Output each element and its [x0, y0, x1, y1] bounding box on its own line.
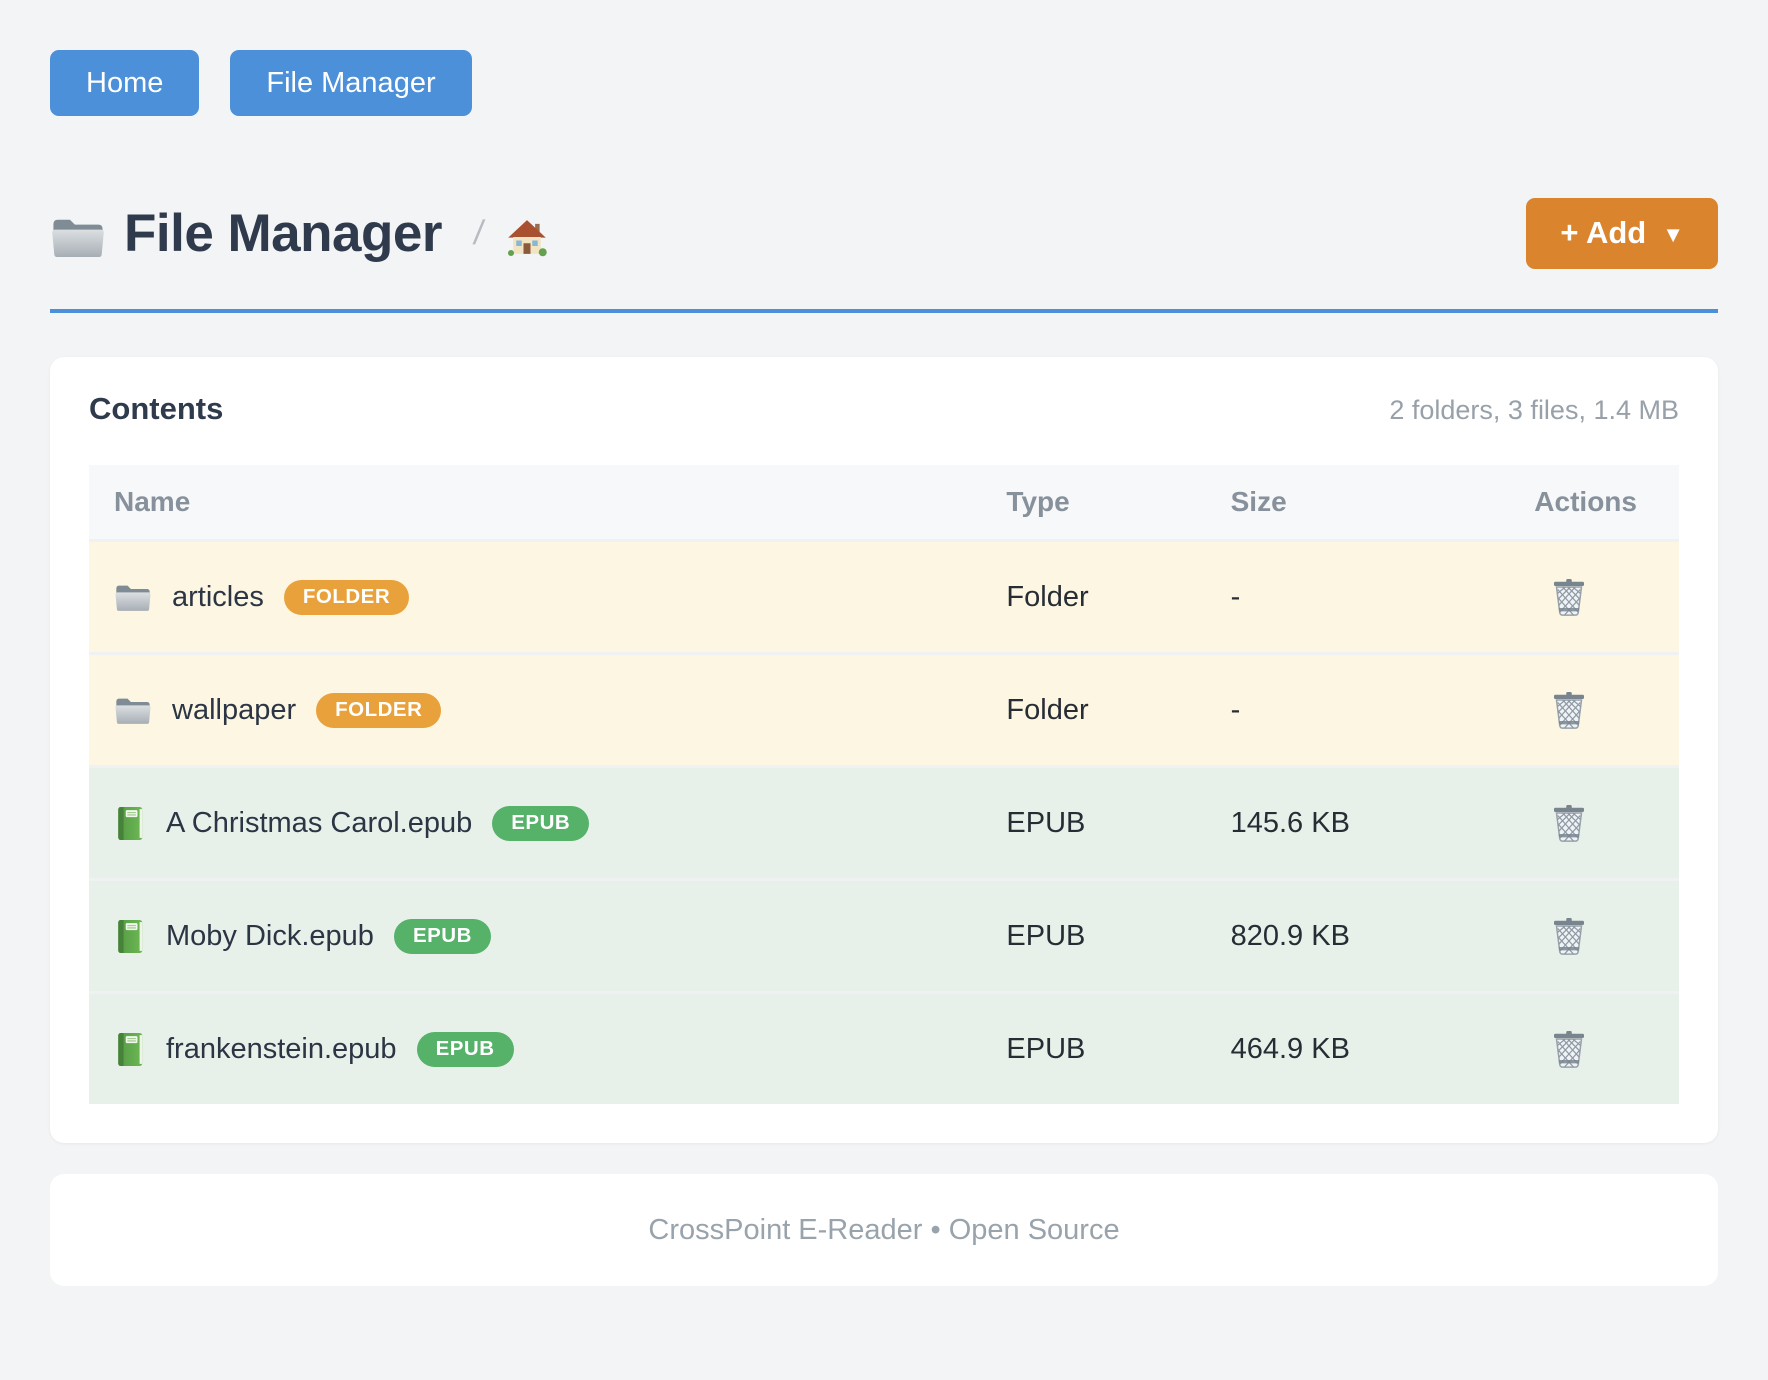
actions-cell	[1534, 573, 1679, 622]
type-badge: EPUB	[393, 918, 491, 954]
nav-file-manager-button[interactable]: File Manager	[230, 50, 472, 116]
contents-card-header: Contents 2 folders, 3 files, 1.4 MB	[89, 391, 1679, 437]
column-header-type: Type	[1006, 486, 1070, 517]
title-group: File Manager /	[50, 203, 547, 264]
column-header-name: Name	[114, 486, 191, 517]
type-badge: FOLDER	[283, 579, 410, 615]
table-row[interactable]: A Christmas Carol.epub EPUB EPUB 145.6 K…	[89, 765, 1679, 878]
delete-button[interactable]	[1546, 686, 1592, 734]
column-header-size: Size	[1230, 486, 1287, 517]
delete-button[interactable]	[1546, 1025, 1592, 1073]
delete-button[interactable]	[1546, 799, 1592, 847]
name-cell: Moby Dick.epub EPUB	[89, 918, 1006, 955]
type-badge: EPUB	[492, 805, 590, 841]
trash-icon	[1550, 803, 1588, 843]
type-cell: Folder	[1006, 693, 1089, 726]
footer-text: CrossPoint E-Reader • Open Source	[648, 1213, 1120, 1246]
actions-cell	[1534, 1025, 1679, 1074]
size-cell: 145.6 KB	[1230, 806, 1350, 839]
trash-icon	[1550, 916, 1588, 956]
delete-button[interactable]	[1546, 573, 1592, 621]
table-header-row: Name Type Size Actions	[89, 465, 1679, 539]
actions-cell	[1534, 912, 1679, 961]
contents-heading: Contents	[89, 391, 224, 426]
actions-cell	[1534, 686, 1679, 735]
trash-icon	[1550, 690, 1588, 730]
actions-cell	[1534, 799, 1679, 848]
page-header: File Manager / + Add ▼	[50, 197, 1718, 269]
top-nav: Home File Manager	[50, 0, 1718, 116]
type-cell: EPUB	[1006, 806, 1086, 839]
delete-button[interactable]	[1546, 912, 1592, 960]
folder-icon	[50, 213, 106, 260]
entry-name: wallpaper	[172, 693, 297, 726]
add-button-label: + Add	[1560, 215, 1647, 250]
table-row[interactable]: frankenstein.epub EPUB EPUB 464.9 KB	[89, 991, 1679, 1104]
column-header-actions: Actions	[1534, 486, 1637, 517]
table-row[interactable]: wallpaper FOLDER Folder -	[89, 652, 1679, 765]
contents-card: Contents 2 folders, 3 files, 1.4 MB Name…	[50, 357, 1718, 1143]
type-cell: EPUB	[1006, 919, 1086, 952]
entry-name: Moby Dick.epub	[166, 919, 374, 952]
type-badge: EPUB	[416, 1031, 514, 1067]
size-cell: -	[1230, 693, 1241, 726]
files-table: Name Type Size Actions articles FOLDER F…	[89, 465, 1679, 1104]
table-row[interactable]: articles FOLDER Folder -	[89, 539, 1679, 652]
name-cell: A Christmas Carol.epub EPUB	[89, 805, 1006, 842]
table-row[interactable]: Moby Dick.epub EPUB EPUB 820.9 KB	[89, 878, 1679, 991]
chevron-down-icon: ▼	[1662, 221, 1684, 247]
name-cell: articles FOLDER	[89, 579, 1006, 615]
house-icon[interactable]	[507, 217, 547, 257]
trash-icon	[1550, 577, 1588, 617]
name-cell: frankenstein.epub EPUB	[89, 1031, 1006, 1068]
trash-icon	[1550, 1029, 1588, 1069]
type-badge: FOLDER	[316, 692, 442, 728]
footer-card: CrossPoint E-Reader • Open Source	[50, 1174, 1718, 1286]
book-icon	[114, 805, 146, 842]
size-cell: 820.9 KB	[1230, 919, 1350, 952]
entry-name: frankenstein.epub	[166, 1032, 397, 1065]
entry-name: articles	[172, 580, 264, 613]
folder-icon	[114, 693, 152, 727]
add-button[interactable]: + Add ▼	[1526, 197, 1718, 269]
type-cell: EPUB	[1006, 1032, 1086, 1065]
size-cell: 464.9 KB	[1230, 1032, 1350, 1065]
header-divider	[50, 309, 1718, 313]
type-cell: Folder	[1006, 580, 1089, 613]
size-cell: -	[1230, 580, 1241, 613]
book-icon	[114, 1031, 146, 1068]
breadcrumb-separator: /	[471, 213, 487, 252]
contents-summary: 2 folders, 3 files, 1.4 MB	[1389, 395, 1679, 425]
folder-icon	[114, 580, 152, 614]
page-title: File Manager	[124, 203, 442, 263]
book-icon	[114, 918, 146, 955]
entry-name: A Christmas Carol.epub	[166, 806, 473, 839]
nav-home-button[interactable]: Home	[50, 50, 200, 116]
name-cell: wallpaper FOLDER	[89, 692, 1006, 728]
